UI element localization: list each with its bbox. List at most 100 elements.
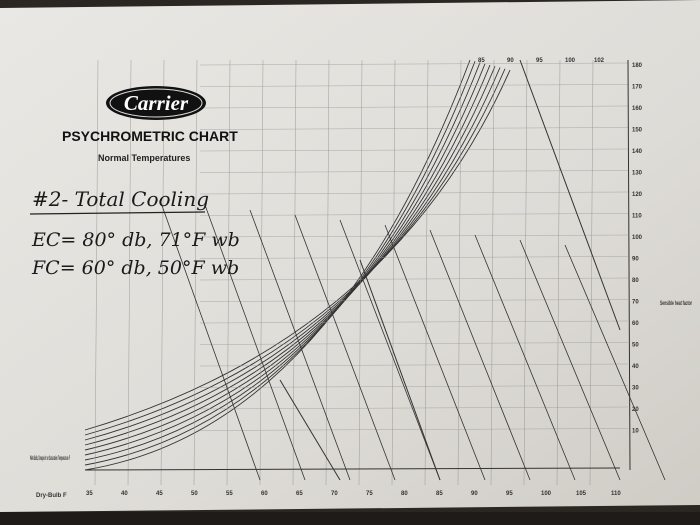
volume-line (519, 59, 621, 331)
rh-curve (84, 67, 501, 441)
top-tick: 85 (478, 58, 485, 64)
db-line (589, 59, 594, 486)
db-line (490, 59, 495, 486)
right-tick: 170 (632, 85, 643, 91)
top-tick: 95 (536, 58, 543, 64)
subtitle: Normal Temperatures (98, 153, 190, 163)
hr-line (199, 148, 629, 152)
bottom-tick: 60 (261, 491, 268, 497)
top-tick: 100 (565, 58, 576, 64)
right-tick: 10 (632, 429, 639, 435)
top-tick: 102 (594, 58, 605, 64)
bottom-tick: 75 (366, 491, 373, 497)
rh-curve (84, 66, 496, 446)
right-note: Sensible heat factor (660, 301, 692, 307)
sat-edge (84, 467, 621, 471)
right-tick: 180 (632, 63, 643, 69)
rh-curve (84, 61, 476, 466)
right-tick: 150 (632, 128, 643, 134)
db-line (259, 59, 264, 486)
right-tick: 110 (632, 214, 642, 220)
bottom-tick: 65 (296, 491, 303, 497)
brand: Carrier (124, 91, 189, 115)
db-line (556, 59, 561, 486)
hr-line (199, 213, 629, 216)
right-tick: 60 (632, 321, 639, 327)
right-tick: 20 (632, 407, 639, 413)
wb-line (159, 199, 261, 481)
rh-curve (84, 63, 486, 456)
bottom-tick: 40 (121, 491, 128, 497)
rh-curve (84, 59, 471, 471)
hr-line (199, 105, 629, 109)
top-tick: 90 (507, 58, 514, 64)
wb-line (339, 219, 441, 481)
paper (0, 0, 700, 512)
bottom-tick: 85 (436, 491, 443, 497)
volume-line (359, 259, 441, 481)
bottom-tick: 35 (86, 491, 93, 497)
hr-line (199, 342, 629, 345)
right-tick: 40 (632, 364, 639, 370)
hr-line (199, 363, 629, 367)
bottom-tick: 50 (191, 491, 198, 497)
rh-curve (84, 69, 511, 431)
underline (29, 211, 206, 215)
bottom-tick: 45 (156, 491, 163, 497)
right-tick: 90 (632, 257, 639, 263)
wb-line (519, 239, 621, 481)
right-edge (627, 59, 631, 471)
db-line (391, 59, 396, 486)
db-line (94, 59, 99, 486)
note-line: FC= 60° db, 50°F wb (31, 257, 239, 279)
bottom-tick: 70 (331, 491, 338, 497)
wet-bulb-label: Wet-Bulb, Dewpoint or Saturation Tempera… (30, 456, 70, 462)
hr-line (199, 277, 629, 281)
logo-ring (109, 88, 203, 118)
right-tick: 160 (632, 106, 643, 112)
right-tick: 30 (632, 386, 639, 392)
db-line (292, 59, 297, 486)
right-tick: 140 (632, 149, 643, 155)
db-line (457, 59, 462, 486)
wb-line (204, 204, 306, 481)
hr-line (199, 62, 629, 66)
hr-line (199, 170, 629, 173)
wb-line (384, 224, 486, 481)
hr-line (199, 299, 629, 302)
hr-line (199, 191, 629, 195)
bottom-tick: 110 (611, 491, 621, 497)
db-line (424, 59, 429, 486)
note-line: EC= 80° db, 71°F wb (31, 229, 240, 251)
dry-bulb-label: Dry-Bulb F (36, 493, 67, 499)
right-tick: 120 (632, 192, 643, 198)
rh-curve (84, 62, 481, 461)
volume-line (279, 379, 341, 481)
bottom-tick: 55 (226, 491, 233, 497)
bottom-tick: 90 (471, 491, 478, 497)
db-line (160, 59, 165, 486)
db-line (193, 59, 198, 486)
right-tick: 130 (632, 171, 643, 177)
hr-line (199, 234, 629, 238)
wb-line (249, 209, 351, 481)
table-edge (0, 512, 700, 525)
chart-lines (84, 59, 666, 486)
bottom-tick: 95 (506, 491, 513, 497)
right-tick: 100 (632, 235, 643, 241)
right-tick: 80 (632, 278, 639, 284)
right-tick: 50 (632, 343, 639, 349)
bottom-tick: 105 (576, 491, 587, 497)
hr-line (199, 320, 629, 324)
db-line (127, 59, 132, 486)
title: PSYCHROMETRIC CHART (62, 128, 238, 144)
wb-line (474, 234, 576, 481)
wb-line (294, 214, 396, 481)
hr-line (199, 127, 629, 130)
db-line (523, 59, 528, 486)
wb-line (564, 244, 666, 481)
note-heading: #2- Total Cooling (32, 187, 209, 211)
rh-curve (84, 64, 491, 451)
